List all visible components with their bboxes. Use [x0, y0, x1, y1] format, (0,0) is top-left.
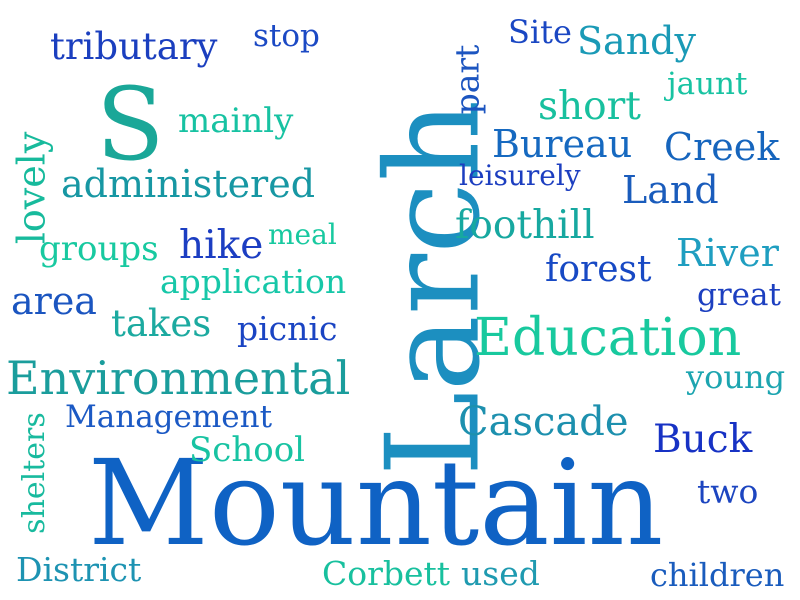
word-picnic: picnic — [237, 309, 338, 348]
word-education: Education — [474, 308, 742, 368]
word-meal: meal — [268, 218, 337, 251]
word-land: Land — [622, 168, 719, 212]
word-buck: Buck — [653, 417, 753, 462]
word-s: S — [96, 66, 165, 183]
word-two: two — [697, 472, 759, 511]
word-tributary: tributary — [50, 25, 218, 68]
word-area: area — [11, 279, 97, 323]
word-application: application — [160, 262, 347, 301]
word-takes: takes — [111, 302, 212, 345]
word-site: Site — [508, 13, 572, 51]
word-hike: hike — [179, 223, 264, 268]
word-district: District — [16, 550, 142, 589]
word-management: Management — [65, 399, 273, 435]
word-jaunt: jaunt — [667, 66, 748, 102]
word-short: short — [538, 84, 641, 129]
word-mountain: Mountain — [88, 434, 664, 572]
word-groups: groups — [39, 229, 159, 269]
word-children: children — [650, 556, 785, 594]
word-part: part — [447, 44, 487, 115]
word-environmental: Environmental — [6, 351, 351, 405]
word-foothill: foothill — [455, 203, 595, 248]
word-used: used — [461, 554, 540, 593]
word-bureau: Bureau — [492, 122, 633, 166]
word-corbett: Corbett — [322, 554, 451, 593]
word-lovely: lovely — [9, 131, 54, 245]
word-school: School — [189, 430, 306, 470]
word-young: young — [686, 358, 786, 396]
word-river: River — [676, 231, 779, 275]
word-leisurely: leisurely — [459, 159, 581, 192]
word-administered: administered — [61, 162, 316, 206]
word-great: great — [697, 277, 781, 313]
word-sandy: Sandy — [577, 19, 696, 63]
word-mainly: mainly — [178, 101, 294, 141]
word-forest: forest — [545, 249, 652, 290]
word-cascade: Cascade — [458, 399, 629, 445]
word-creek: Creek — [664, 125, 780, 169]
word-stop: stop — [253, 18, 320, 54]
word-shelters: shelters — [16, 412, 52, 534]
